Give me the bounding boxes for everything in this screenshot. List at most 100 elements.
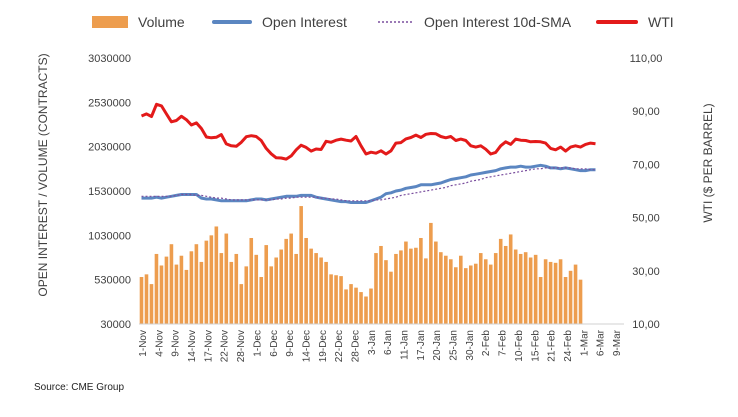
x-tick-label: 21-Feb (547, 330, 558, 362)
volume-bar (294, 253, 298, 324)
volume-bar (543, 259, 548, 324)
y-left-tick-label: 1530000 (88, 186, 131, 198)
volume-bar (459, 255, 463, 324)
volume-bar (473, 263, 478, 324)
x-tick-label: 14-Nov (187, 330, 198, 362)
volume-bar (463, 268, 468, 324)
x-tick-label: 11-Jan (400, 330, 411, 360)
x-tick-label: 7-Feb (498, 330, 509, 357)
volume-bar (174, 264, 179, 324)
legend-open-interest-label: Open Interest (262, 14, 347, 30)
y-right-tick-label: 30,00 (632, 266, 660, 278)
volume-bars (139, 206, 583, 324)
y-axis-right-title: WTI ($ PER BARREL) (701, 103, 715, 222)
volume-bar (284, 238, 288, 324)
volume-bar (568, 270, 573, 324)
y-left-tick-label: 2530000 (88, 97, 131, 109)
volume-bar (289, 233, 293, 324)
x-tick-label: 9-Dec (285, 330, 296, 357)
volume-bar (349, 284, 353, 324)
volume-bar (199, 261, 204, 324)
open-interest-line (141, 163, 596, 204)
legend: Volume Open Interest Open Interest 10d-S… (92, 14, 674, 30)
volume-bar (314, 253, 318, 324)
y-left-tick-label: 30000 (100, 319, 131, 331)
open-interest-sma-line (141, 167, 596, 202)
y-left-tick-label: 530000 (94, 275, 131, 287)
volume-bar (513, 249, 518, 324)
volume-bar (409, 248, 413, 324)
x-tick-label: 28-Nov (236, 330, 247, 362)
volume-bar (164, 256, 169, 324)
volume-bar (468, 265, 473, 324)
volume-bar (414, 247, 418, 324)
x-tick-label: 9-Mar (612, 329, 623, 356)
volume-bar (523, 252, 528, 324)
x-tick-label: 17-Nov (203, 330, 214, 362)
volume-bar (563, 277, 568, 324)
volume-bar (503, 245, 508, 324)
y-right-tick-label: 90,00 (632, 106, 660, 118)
y-left-tick-label: 3030000 (88, 53, 131, 65)
y-right-tick-label: 10,00 (632, 319, 660, 331)
volume-bar (483, 259, 488, 324)
volume-bar (269, 266, 274, 324)
x-tick-label: 6-Mar (596, 329, 607, 356)
volume-bar (374, 253, 378, 324)
volume-bar (319, 257, 323, 324)
x-tick-label: 19-Dec (318, 330, 329, 362)
volume-bar (573, 264, 578, 324)
x-tick-label: 9-Nov (171, 330, 182, 357)
wti-line (140, 102, 596, 161)
y-right-tick-label: 50,00 (632, 213, 660, 225)
volume-bar (444, 255, 448, 324)
x-tick-label: 24-Feb (563, 330, 574, 362)
y-left-tick-label: 2030000 (88, 142, 131, 154)
x-tick-label: 6-Jan (383, 330, 394, 355)
x-tick-label: 22-Dec (334, 330, 345, 362)
volume-bar (184, 269, 189, 324)
volume-bar (508, 234, 513, 324)
volume-bar (404, 241, 408, 324)
volume-bar (179, 255, 184, 324)
volume-bar (449, 259, 453, 324)
volume-bar (279, 249, 283, 324)
volume-bar (394, 253, 398, 324)
y-axis-left-ticks: 30000 530000 1030000 1530000 2030000 2530000 3… (88, 53, 131, 331)
x-tick-label: 1-Nov (138, 330, 149, 357)
legend-volume-swatch (92, 16, 128, 28)
volume-bar (324, 261, 328, 324)
volume-bar (234, 253, 239, 324)
volume-bar (214, 226, 219, 324)
x-tick-label: 25-Jan (449, 330, 460, 361)
volume-bar (189, 251, 194, 324)
volume-bar (159, 265, 164, 324)
legend-wti-label: WTI (648, 14, 674, 30)
legend-oi-sma-label: Open Interest 10d-SMA (424, 14, 572, 30)
volume-bar (488, 264, 493, 324)
volume-bar (578, 279, 583, 324)
volume-bar (204, 240, 209, 324)
y-right-tick-label: 70,00 (632, 159, 660, 171)
x-tick-label: 10-Feb (514, 330, 525, 362)
volume-bar (299, 206, 303, 324)
y-right-tick-label: 110,00 (630, 53, 663, 65)
volume-bar (219, 253, 224, 324)
volume-bar (244, 266, 249, 324)
volume-bar (149, 284, 154, 324)
volume-bar (553, 262, 558, 324)
volume-bar (329, 274, 333, 324)
source-note: Source: CME Group (34, 382, 125, 393)
volume-bar (384, 260, 388, 324)
volume-bar (454, 267, 458, 324)
volume-bar (139, 277, 144, 324)
x-axis-ticks: 1-Nov 4-Nov 9-Nov 14-Nov 17-Nov 22-Nov 28-Nov 1… (138, 329, 623, 362)
volume-bar (274, 257, 278, 324)
x-tick-label: 28-Dec (350, 330, 361, 362)
x-tick-label: 30-Jan (465, 330, 476, 361)
volume-bar (558, 259, 563, 324)
volume-bar (169, 244, 174, 324)
y-left-tick-label: 1030000 (88, 230, 131, 242)
x-tick-label: 3-Jan (367, 330, 378, 355)
